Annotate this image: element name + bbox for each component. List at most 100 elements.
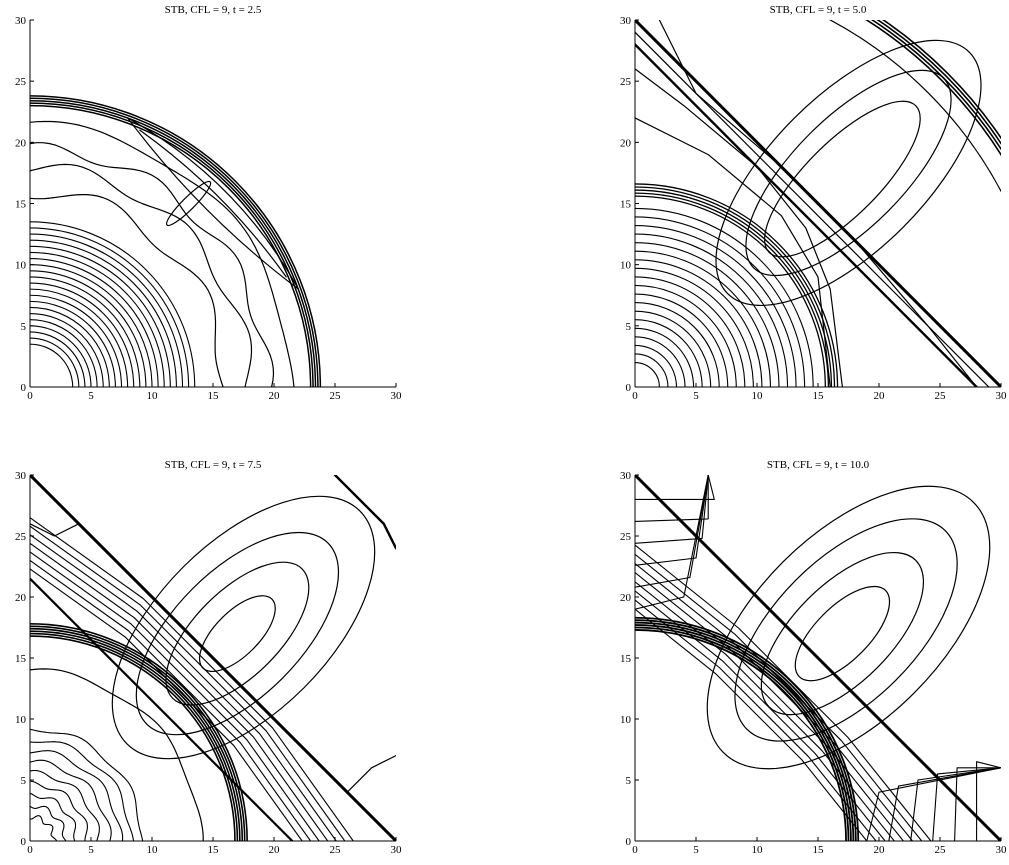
x-tick-label: 25 bbox=[935, 390, 947, 402]
contour-line bbox=[658, 20, 978, 387]
shock-front bbox=[30, 95, 322, 387]
y-tick-label: 10 bbox=[15, 260, 27, 272]
contour-line bbox=[635, 216, 806, 387]
shock-front bbox=[30, 632, 239, 841]
contour-line bbox=[635, 259, 763, 387]
contour-line bbox=[30, 282, 135, 387]
x-tick-label: 0 bbox=[632, 390, 638, 402]
shock-front bbox=[30, 102, 314, 387]
contour-line bbox=[635, 344, 678, 387]
contour-line bbox=[888, 767, 1001, 841]
y-tick-label: 30 bbox=[620, 15, 632, 27]
x-tick-label: 25 bbox=[935, 844, 947, 856]
contour-line bbox=[30, 741, 135, 841]
contour-area bbox=[30, 475, 396, 841]
contour-line bbox=[635, 183, 839, 387]
y-tick-label: 30 bbox=[620, 470, 632, 482]
lens-contour bbox=[139, 129, 287, 278]
x-tick-label: 20 bbox=[269, 390, 281, 402]
contour-line bbox=[30, 288, 129, 387]
shock-front bbox=[30, 625, 246, 841]
y-tick-label: 5 bbox=[626, 321, 632, 333]
contour-line bbox=[635, 207, 814, 387]
contour-loop bbox=[198, 595, 276, 673]
y-tick-label: 30 bbox=[15, 470, 27, 482]
contour-line bbox=[635, 192, 830, 387]
contour-line bbox=[828, 20, 1001, 193]
shock-front bbox=[30, 627, 244, 841]
contour-loop bbox=[764, 100, 921, 258]
shock-front bbox=[635, 629, 847, 841]
x-tick-label: 0 bbox=[27, 390, 33, 402]
x-tick-label: 5 bbox=[88, 390, 94, 402]
contour-line bbox=[30, 759, 112, 841]
x-tick-label: 10 bbox=[147, 390, 159, 402]
contour-line bbox=[635, 581, 895, 841]
contour-line bbox=[635, 475, 709, 566]
y-tick-label: 15 bbox=[15, 199, 27, 211]
contour-line bbox=[30, 568, 303, 841]
contour-line bbox=[635, 562, 914, 841]
contour-line bbox=[635, 224, 797, 387]
contour-line bbox=[30, 142, 275, 387]
contour-line bbox=[30, 728, 144, 841]
contour-loop bbox=[794, 585, 891, 682]
contour-line bbox=[30, 815, 58, 841]
x-tick-label: 20 bbox=[874, 390, 886, 402]
shock-front bbox=[881, 20, 1001, 140]
shock-front bbox=[635, 616, 860, 841]
x-tick-label: 20 bbox=[874, 844, 886, 856]
x-tick-label: 10 bbox=[752, 844, 764, 856]
x-tick-label: 30 bbox=[391, 844, 403, 856]
contour-line bbox=[30, 325, 92, 387]
contour-line bbox=[30, 300, 116, 387]
y-tick-label: 5 bbox=[21, 321, 27, 333]
y-tick-label: 20 bbox=[620, 592, 632, 604]
oblique-discontinuity bbox=[635, 43, 978, 387]
y-tick-label: 0 bbox=[21, 836, 27, 848]
contour-line bbox=[635, 284, 737, 387]
panel-title: STB, CFL = 9, t = 5.0 bbox=[770, 4, 867, 16]
x-tick-label: 10 bbox=[147, 844, 159, 856]
y-tick-label: 15 bbox=[15, 653, 27, 665]
contour-line bbox=[635, 233, 789, 387]
contour-line bbox=[30, 331, 86, 387]
contour-loop bbox=[135, 531, 340, 736]
contour-line bbox=[30, 523, 80, 537]
panel-title: STB, CFL = 9, t = 2.5 bbox=[165, 4, 262, 16]
contour-line bbox=[30, 270, 147, 387]
y-tick-label: 25 bbox=[620, 76, 632, 88]
contour-line bbox=[30, 780, 88, 841]
panel-title: STB, CFL = 9, t = 10.0 bbox=[767, 459, 870, 471]
y-tick-label: 10 bbox=[620, 714, 632, 726]
contour-line bbox=[976, 761, 1001, 841]
contour-line bbox=[635, 544, 932, 841]
contour-line bbox=[30, 245, 171, 387]
y-tick-label: 15 bbox=[620, 199, 632, 211]
contour-line bbox=[635, 117, 831, 387]
contour-line bbox=[30, 750, 124, 841]
secondary-discontinuity bbox=[30, 577, 294, 841]
contour-line bbox=[635, 276, 746, 387]
contour-loop bbox=[706, 485, 991, 770]
x-tick-label: 0 bbox=[27, 844, 33, 856]
contour-line bbox=[30, 239, 177, 387]
x-tick-label: 5 bbox=[693, 844, 699, 856]
contour-line bbox=[635, 319, 703, 387]
contour-line bbox=[30, 221, 196, 387]
contour-line bbox=[635, 608, 868, 841]
contour-line bbox=[635, 310, 712, 387]
contour-line bbox=[910, 767, 1001, 841]
shock-front bbox=[30, 630, 241, 841]
x-tick-label: 15 bbox=[208, 844, 220, 856]
contour-line bbox=[333, 475, 396, 550]
y-tick-label: 15 bbox=[620, 653, 632, 665]
contour-line bbox=[635, 250, 771, 387]
oblique-discontinuity bbox=[30, 475, 396, 841]
y-tick-label: 30 bbox=[15, 15, 27, 27]
contour-line bbox=[635, 572, 904, 841]
contour-line bbox=[635, 195, 826, 387]
y-tick-label: 0 bbox=[626, 836, 632, 848]
x-tick-label: 30 bbox=[996, 390, 1008, 402]
